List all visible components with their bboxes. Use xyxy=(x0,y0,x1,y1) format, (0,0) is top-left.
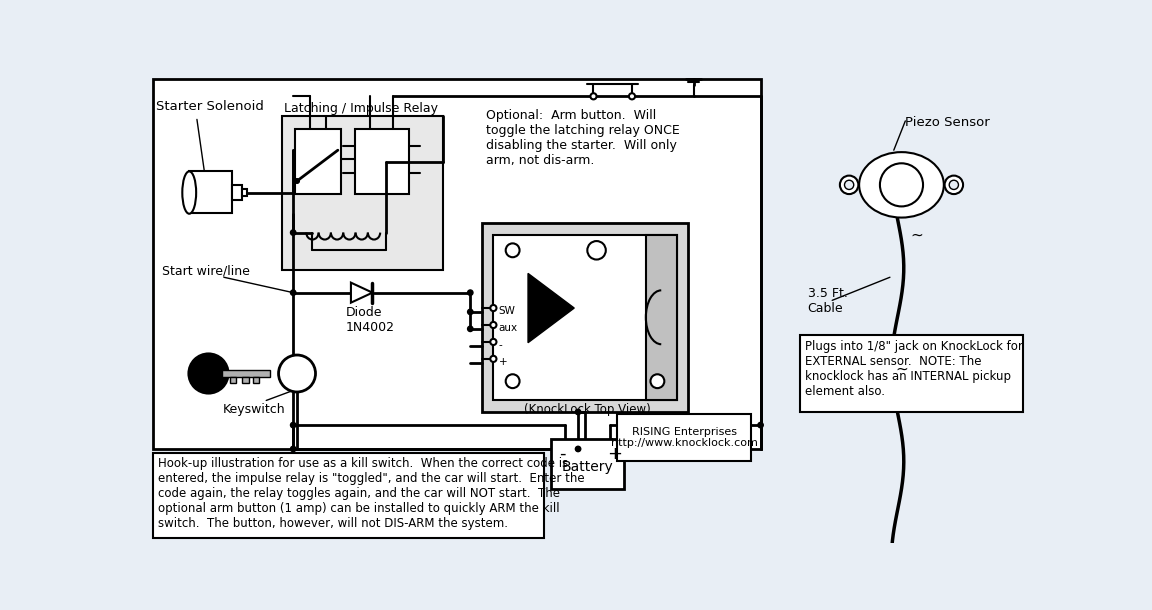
Circle shape xyxy=(575,409,581,415)
Text: Hook-up illustration for use as a kill switch.  When the correct code is
entered: Hook-up illustration for use as a kill s… xyxy=(159,458,585,531)
Circle shape xyxy=(945,176,963,194)
Bar xyxy=(616,414,751,461)
Text: -: - xyxy=(499,340,502,350)
Text: +: + xyxy=(499,357,507,367)
Text: 3.5 Ft.
Cable: 3.5 Ft. Cable xyxy=(808,287,848,315)
Circle shape xyxy=(295,179,300,184)
Circle shape xyxy=(651,375,665,388)
Bar xyxy=(242,188,247,196)
Circle shape xyxy=(491,356,497,362)
Circle shape xyxy=(844,180,854,190)
Bar xyxy=(295,129,341,194)
Text: Piezo Sensor: Piezo Sensor xyxy=(905,115,990,129)
Text: RISING Enterprises
http://www.knocklock.com: RISING Enterprises http://www.knocklock.… xyxy=(611,426,758,448)
Circle shape xyxy=(279,355,316,392)
Bar xyxy=(482,223,688,412)
Text: ~: ~ xyxy=(895,362,908,377)
Circle shape xyxy=(575,447,581,451)
Bar xyxy=(355,129,409,194)
Text: Latching / Impulse Relay: Latching / Impulse Relay xyxy=(283,102,438,115)
Text: -: - xyxy=(559,445,566,463)
Bar xyxy=(493,235,676,400)
Text: Keyswitch: Keyswitch xyxy=(222,403,285,416)
Text: Diode
1N4002: Diode 1N4002 xyxy=(346,306,394,334)
Text: SW: SW xyxy=(499,306,516,316)
Bar xyxy=(646,235,676,400)
Polygon shape xyxy=(528,273,574,343)
Circle shape xyxy=(758,422,764,428)
Bar xyxy=(232,185,242,200)
Text: Plugs into 1/8" jack on KnockLock for
EXTERNAL sensor.  NOTE: The
knocklock has : Plugs into 1/8" jack on KnockLock for EX… xyxy=(805,340,1023,398)
Circle shape xyxy=(506,375,520,388)
Circle shape xyxy=(840,176,858,194)
Circle shape xyxy=(491,322,497,328)
Circle shape xyxy=(506,243,520,257)
Text: Battery: Battery xyxy=(561,461,613,475)
Circle shape xyxy=(949,180,958,190)
Circle shape xyxy=(468,326,473,332)
Bar xyxy=(222,370,270,378)
Polygon shape xyxy=(351,282,372,303)
Circle shape xyxy=(290,230,296,235)
Circle shape xyxy=(491,305,497,311)
Bar xyxy=(189,171,232,213)
Bar xyxy=(153,453,544,537)
Bar xyxy=(253,378,259,382)
Text: Start wire/line: Start wire/line xyxy=(162,264,250,277)
Ellipse shape xyxy=(182,171,196,214)
Circle shape xyxy=(588,241,606,259)
Text: Starter Solenoid: Starter Solenoid xyxy=(157,100,264,113)
Circle shape xyxy=(491,339,497,345)
Bar xyxy=(230,378,236,382)
Ellipse shape xyxy=(859,152,943,218)
Bar xyxy=(153,79,761,449)
Circle shape xyxy=(290,422,296,428)
Circle shape xyxy=(290,290,296,295)
Bar xyxy=(876,606,918,610)
Text: ~: ~ xyxy=(911,227,924,242)
Bar xyxy=(799,335,1023,412)
Text: Optional:  Arm button.  Will
toggle the latching relay ONCE
disabling the starte: Optional: Arm button. Will toggle the la… xyxy=(486,109,680,167)
Circle shape xyxy=(290,447,296,451)
Text: +: + xyxy=(607,445,622,463)
Bar xyxy=(281,115,444,270)
Circle shape xyxy=(590,93,597,99)
Circle shape xyxy=(880,163,923,206)
Text: (KnockLock Top View): (KnockLock Top View) xyxy=(524,403,651,416)
Circle shape xyxy=(468,290,473,295)
Bar xyxy=(242,378,249,382)
Bar xyxy=(551,439,624,489)
Circle shape xyxy=(468,309,473,315)
Text: aux: aux xyxy=(499,323,518,333)
Circle shape xyxy=(189,353,228,393)
Circle shape xyxy=(629,93,635,99)
